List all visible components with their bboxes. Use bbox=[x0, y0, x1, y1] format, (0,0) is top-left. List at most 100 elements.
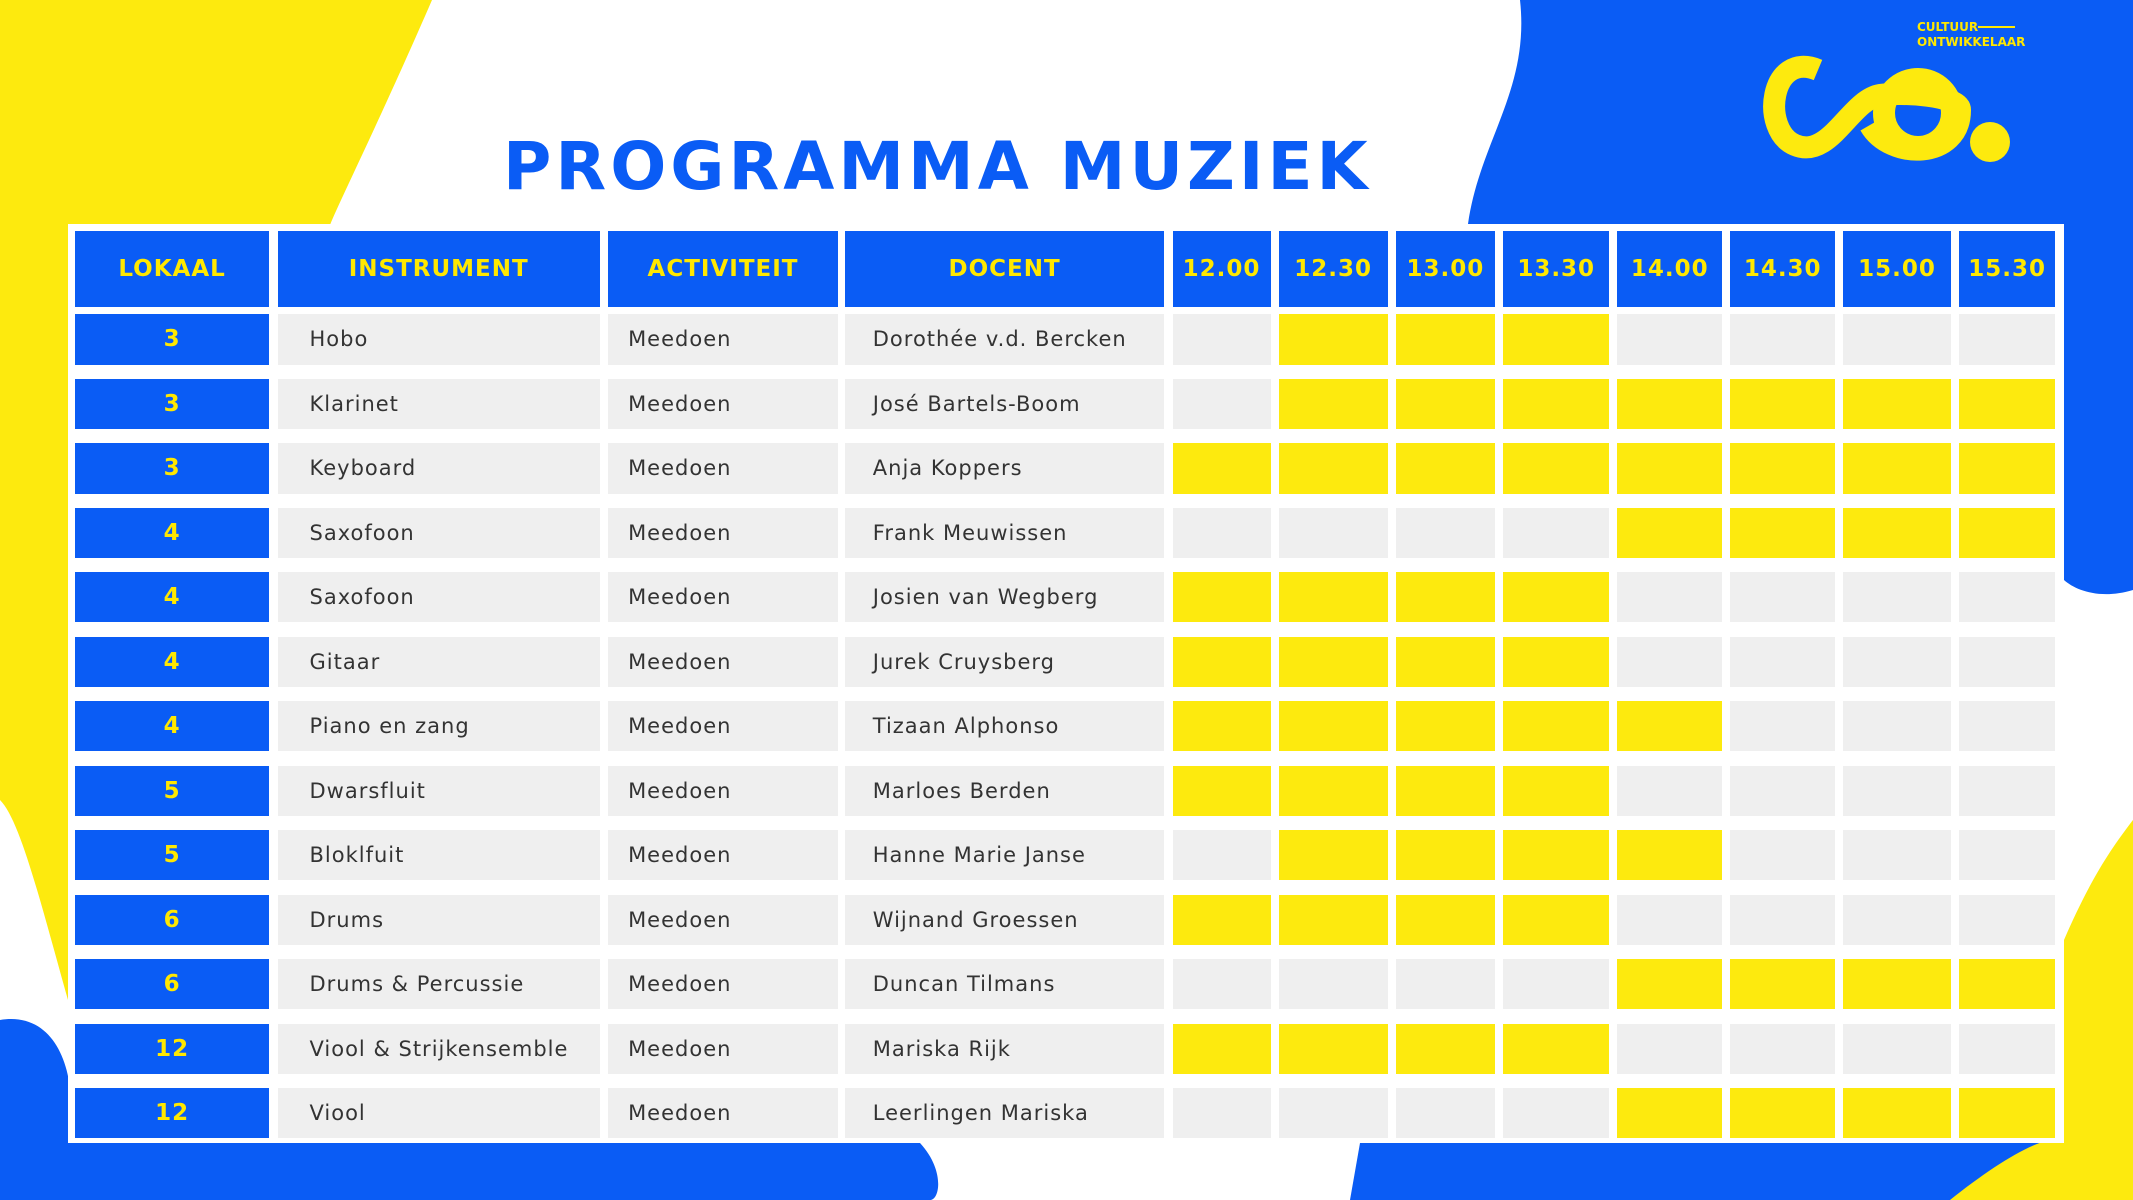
slot-active bbox=[1278, 765, 1388, 816]
slot-active bbox=[1958, 959, 2056, 1010]
slot-empty bbox=[1172, 378, 1271, 430]
slot-empty bbox=[1172, 507, 1271, 558]
lokaal: 4 bbox=[74, 572, 270, 623]
time-header: 13.00 bbox=[1395, 231, 1495, 308]
slot-empty bbox=[1617, 1023, 1723, 1074]
slot-active bbox=[1278, 314, 1388, 365]
slot-empty bbox=[1843, 572, 1951, 623]
activiteit: Meedoen bbox=[608, 959, 838, 1010]
slot-active bbox=[1395, 314, 1495, 365]
slot-active bbox=[1843, 378, 1951, 430]
slot-active bbox=[1617, 378, 1723, 430]
slot-empty bbox=[1617, 894, 1723, 945]
slot-empty bbox=[1843, 636, 1951, 687]
slot-empty bbox=[1843, 701, 1951, 752]
slot-active bbox=[1278, 572, 1388, 623]
instrument: Gitaar bbox=[277, 636, 600, 687]
time-header: 14.30 bbox=[1730, 231, 1836, 308]
lokaal: 4 bbox=[74, 636, 270, 687]
instrument: Klarinet bbox=[277, 378, 600, 430]
slot-active bbox=[1172, 1023, 1271, 1074]
slot-active bbox=[1278, 378, 1388, 430]
slot-active bbox=[1617, 701, 1723, 752]
instrument: Viool bbox=[277, 1087, 600, 1139]
logo-text: ONTWIKKELAAR bbox=[1917, 35, 2026, 49]
column-header: INSTRUMENT bbox=[277, 231, 600, 308]
docent: Anja Koppers bbox=[844, 443, 1165, 494]
slot-empty bbox=[1278, 959, 1388, 1010]
slot-active bbox=[1730, 959, 1836, 1010]
docent: Hanne Marie Janse bbox=[844, 830, 1165, 881]
slot-active bbox=[1843, 1087, 1951, 1139]
slot-active bbox=[1843, 959, 1951, 1010]
slot-active bbox=[1730, 1087, 1836, 1139]
docent: Jurek Cruysberg bbox=[844, 636, 1165, 687]
slot-active bbox=[1730, 378, 1836, 430]
slot-active bbox=[1395, 701, 1495, 752]
docent: Wijnand Groessen bbox=[844, 894, 1165, 945]
lokaal: 12 bbox=[74, 1023, 270, 1074]
docent: Tizaan Alphonso bbox=[844, 701, 1165, 752]
lokaal: 5 bbox=[74, 765, 270, 816]
instrument: Saxofoon bbox=[277, 572, 600, 623]
instrument: Dwarsfluit bbox=[277, 765, 600, 816]
slot-active bbox=[1843, 443, 1951, 494]
slot-empty bbox=[1843, 1023, 1951, 1074]
time-header: 14.00 bbox=[1617, 231, 1723, 308]
slot-active bbox=[1278, 1023, 1388, 1074]
slot-empty bbox=[1730, 1023, 1836, 1074]
lokaal: 12 bbox=[74, 1087, 270, 1139]
slot-active bbox=[1278, 636, 1388, 687]
slot-empty bbox=[1843, 830, 1951, 881]
column-header: ACTIVITEIT bbox=[608, 231, 838, 308]
docent: Josien van Wegberg bbox=[844, 572, 1165, 623]
slot-empty bbox=[1503, 507, 1610, 558]
slot-active bbox=[1395, 443, 1495, 494]
time-header: 13.30 bbox=[1503, 231, 1610, 308]
activiteit: Meedoen bbox=[608, 830, 838, 881]
slot-active bbox=[1617, 1087, 1723, 1139]
activiteit: Meedoen bbox=[608, 507, 838, 558]
lokaal: 5 bbox=[74, 830, 270, 881]
slot-empty bbox=[1617, 636, 1723, 687]
slot-active bbox=[1503, 314, 1610, 365]
slot-active bbox=[1172, 701, 1271, 752]
instrument: Drums & Percussie bbox=[277, 959, 600, 1010]
slot-empty bbox=[1503, 959, 1610, 1010]
slot-active bbox=[1730, 443, 1836, 494]
instrument: Keyboard bbox=[277, 443, 600, 494]
slot-empty bbox=[1172, 959, 1271, 1010]
slot-active bbox=[1730, 507, 1836, 558]
activiteit: Meedoen bbox=[608, 701, 838, 752]
slot-active bbox=[1503, 443, 1610, 494]
slot-empty bbox=[1843, 765, 1951, 816]
slot-empty bbox=[1730, 894, 1836, 945]
time-header: 12.00 bbox=[1172, 231, 1271, 308]
slot-empty bbox=[1617, 314, 1723, 365]
slot-active bbox=[1172, 572, 1271, 623]
slot-active bbox=[1617, 507, 1723, 558]
slot-active bbox=[1395, 636, 1495, 687]
slot-empty bbox=[1958, 572, 2056, 623]
slot-active bbox=[1172, 636, 1271, 687]
slot-active bbox=[1503, 830, 1610, 881]
logo-text: CULTUUR bbox=[1917, 20, 1979, 34]
slot-active bbox=[1503, 378, 1610, 430]
slot-active bbox=[1395, 1023, 1495, 1074]
slot-active bbox=[1617, 830, 1723, 881]
slot-empty bbox=[1395, 959, 1495, 1010]
slot-empty bbox=[1395, 1087, 1495, 1139]
slot-empty bbox=[1278, 1087, 1388, 1139]
activiteit: Meedoen bbox=[608, 894, 838, 945]
lokaal: 4 bbox=[74, 507, 270, 558]
slot-active bbox=[1172, 765, 1271, 816]
docent: Dorothée v.d. Bercken bbox=[844, 314, 1165, 365]
slot-empty bbox=[1730, 636, 1836, 687]
instrument: Saxofoon bbox=[277, 507, 600, 558]
slot-empty bbox=[1730, 314, 1836, 365]
slot-empty bbox=[1730, 701, 1836, 752]
title: PROGRAMMA MUZIEK bbox=[503, 128, 1372, 205]
slot-empty bbox=[1843, 894, 1951, 945]
slot-empty bbox=[1958, 1023, 2056, 1074]
slot-active bbox=[1958, 1087, 2056, 1139]
